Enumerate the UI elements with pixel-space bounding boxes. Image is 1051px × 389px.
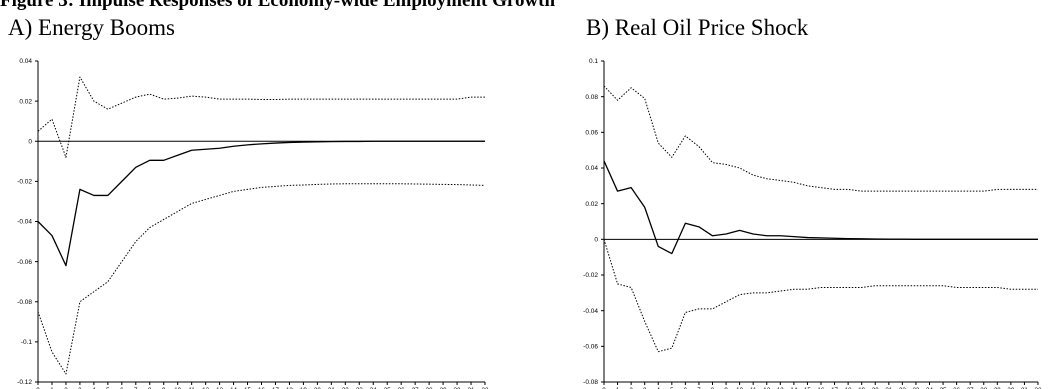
x-tick-label-energy-booms: 24 bbox=[370, 387, 377, 389]
figure-banner: Figure 3: Impulse Responses of Economy-w… bbox=[0, 0, 556, 11]
x-tick-label-energy-booms: 7 bbox=[134, 387, 138, 389]
x-tick-label-energy-booms: 1 bbox=[50, 387, 54, 389]
x-tick-label-energy-booms: 0 bbox=[36, 387, 40, 389]
x-tick-label-energy-booms: 3 bbox=[78, 387, 82, 389]
x-tick-label-oil-shock: 1 bbox=[616, 387, 620, 389]
x-tick-label-energy-booms: 27 bbox=[412, 387, 419, 389]
y-tick-label-oil-shock: -0.08 bbox=[583, 379, 598, 386]
x-tick-label-energy-booms: 8 bbox=[148, 387, 152, 389]
x-tick-label-energy-booms: 29 bbox=[440, 387, 447, 389]
upper-confidence-band-energy-booms bbox=[37, 76, 485, 158]
x-tick-label-oil-shock: 16 bbox=[818, 387, 825, 389]
x-tick-label-energy-booms: 19 bbox=[300, 387, 307, 389]
x-tick-label-energy-booms: 28 bbox=[426, 387, 433, 389]
y-tick-label-oil-shock: 0.06 bbox=[585, 130, 598, 137]
y-tick-label-energy-booms: -0.04 bbox=[17, 219, 32, 226]
x-tick-label-oil-shock: 30 bbox=[1007, 387, 1014, 389]
x-tick-label-energy-booms: 26 bbox=[398, 387, 405, 389]
panel-a-title: A) Energy Booms bbox=[8, 15, 175, 40]
x-tick-label-oil-shock: 0 bbox=[602, 387, 606, 389]
x-tick-label-oil-shock: 31 bbox=[1021, 387, 1028, 389]
x-tick-label-energy-booms: 23 bbox=[356, 387, 363, 389]
y-tick-label-oil-shock: -0.06 bbox=[583, 344, 598, 351]
x-tick-label-energy-booms: 18 bbox=[286, 387, 293, 389]
y-tick-label-oil-shock: 0 bbox=[594, 237, 598, 244]
lower-confidence-band-oil-shock bbox=[603, 239, 1038, 353]
x-tick-label-energy-booms: 30 bbox=[454, 387, 461, 389]
x-tick-label-oil-shock: 22 bbox=[899, 387, 906, 389]
x-tick-label-energy-booms: 32 bbox=[482, 387, 489, 389]
x-tick-label-energy-booms: 5 bbox=[106, 387, 110, 389]
x-tick-label-energy-booms: 9 bbox=[162, 387, 166, 389]
x-tick-label-energy-booms: 16 bbox=[258, 387, 265, 389]
y-tick-label-energy-booms: 0.04 bbox=[19, 58, 32, 65]
x-tick-label-oil-shock: 7 bbox=[697, 387, 701, 389]
x-tick-label-oil-shock: 15 bbox=[804, 387, 811, 389]
x-tick-label-energy-booms: 17 bbox=[272, 387, 279, 389]
x-tick-label-energy-booms: 20 bbox=[314, 387, 321, 389]
y-tick-label-oil-shock: -0.04 bbox=[583, 308, 598, 315]
x-tick-label-oil-shock: 25 bbox=[940, 387, 947, 389]
x-tick-label-oil-shock: 8 bbox=[711, 387, 715, 389]
x-tick-label-energy-booms: 14 bbox=[230, 387, 237, 389]
y-tick-label-oil-shock: 0.1 bbox=[589, 58, 598, 65]
y-tick-label-energy-booms: -0.06 bbox=[17, 259, 32, 266]
x-tick-label-oil-shock: 29 bbox=[994, 387, 1001, 389]
y-tick-label-energy-booms: 0.02 bbox=[19, 98, 32, 105]
y-tick-label-oil-shock: 0.04 bbox=[585, 165, 598, 172]
impulse-response-line-energy-booms bbox=[37, 140, 485, 267]
x-tick-label-oil-shock: 4 bbox=[657, 387, 661, 389]
x-tick-label-oil-shock: 23 bbox=[912, 387, 919, 389]
x-tick-label-energy-booms: 12 bbox=[202, 387, 209, 389]
x-tick-label-oil-shock: 14 bbox=[790, 387, 797, 389]
x-tick-label-oil-shock: 18 bbox=[845, 387, 852, 389]
x-tick-label-oil-shock: 11 bbox=[750, 387, 757, 389]
x-tick-label-oil-shock: 28 bbox=[980, 387, 987, 389]
x-tick-label-oil-shock: 5 bbox=[670, 387, 674, 389]
x-tick-label-energy-booms: 6 bbox=[120, 387, 124, 389]
lower-confidence-band-energy-booms bbox=[37, 183, 486, 375]
x-tick-label-oil-shock: 6 bbox=[684, 387, 688, 389]
y-tick-label-energy-booms: 0 bbox=[28, 138, 32, 145]
y-tick-label-energy-booms: -0.02 bbox=[17, 179, 32, 186]
y-tick-label-energy-booms: -0.1 bbox=[21, 339, 33, 346]
x-tick-label-energy-booms: 22 bbox=[342, 387, 349, 389]
x-tick-label-oil-shock: 3 bbox=[643, 387, 647, 389]
x-tick-label-energy-booms: 2 bbox=[64, 387, 68, 389]
x-tick-label-oil-shock: 10 bbox=[736, 387, 743, 389]
impulse-response-line-oil-shock bbox=[603, 160, 1038, 255]
y-tick-label-oil-shock: 0.08 bbox=[585, 94, 598, 101]
x-tick-label-energy-booms: 11 bbox=[188, 387, 195, 389]
x-tick-label-energy-booms: 4 bbox=[92, 387, 96, 389]
x-tick-label-oil-shock: 9 bbox=[724, 387, 728, 389]
x-tick-label-oil-shock: 17 bbox=[831, 387, 838, 389]
x-tick-label-oil-shock: 2 bbox=[629, 387, 633, 389]
x-tick-label-oil-shock: 19 bbox=[858, 387, 865, 389]
x-tick-label-oil-shock: 21 bbox=[885, 387, 892, 389]
x-tick-label-energy-booms: 31 bbox=[468, 387, 475, 389]
y-tick-label-oil-shock: 0.02 bbox=[585, 201, 598, 208]
upper-confidence-band-oil-shock bbox=[603, 85, 1038, 192]
x-tick-label-oil-shock: 13 bbox=[777, 387, 784, 389]
y-tick-label-oil-shock: -0.02 bbox=[583, 272, 598, 279]
y-tick-label-energy-booms: -0.08 bbox=[17, 299, 32, 306]
x-tick-label-oil-shock: 24 bbox=[926, 387, 933, 389]
y-tick-label-energy-booms: -0.12 bbox=[17, 379, 32, 386]
x-tick-label-energy-booms: 25 bbox=[384, 387, 391, 389]
x-tick-label-energy-booms: 13 bbox=[216, 387, 223, 389]
x-tick-label-oil-shock: 12 bbox=[763, 387, 770, 389]
x-tick-label-energy-booms: 21 bbox=[328, 387, 335, 389]
panel-b-title: B) Real Oil Price Shock bbox=[586, 15, 809, 40]
x-tick-label-oil-shock: 20 bbox=[872, 387, 879, 389]
x-tick-label-energy-booms: 10 bbox=[174, 387, 181, 389]
chart-energy-booms: 0.04 0.02 0 -0.02 -0.04 -0.06 -0.08 -0.1 -0.12 0 1… bbox=[17, 58, 489, 389]
x-tick-label-oil-shock: 27 bbox=[967, 387, 974, 389]
x-tick-label-energy-booms: 15 bbox=[244, 387, 251, 389]
x-tick-label-oil-shock: 26 bbox=[953, 387, 960, 389]
x-tick-label-oil-shock: 32 bbox=[1035, 387, 1042, 389]
chart-real-oil-price-shock: 0.1 0.08 0.06 0.04 0.02 0 -0.02 -0.04 -0.06 -0.08… bbox=[583, 58, 1042, 389]
